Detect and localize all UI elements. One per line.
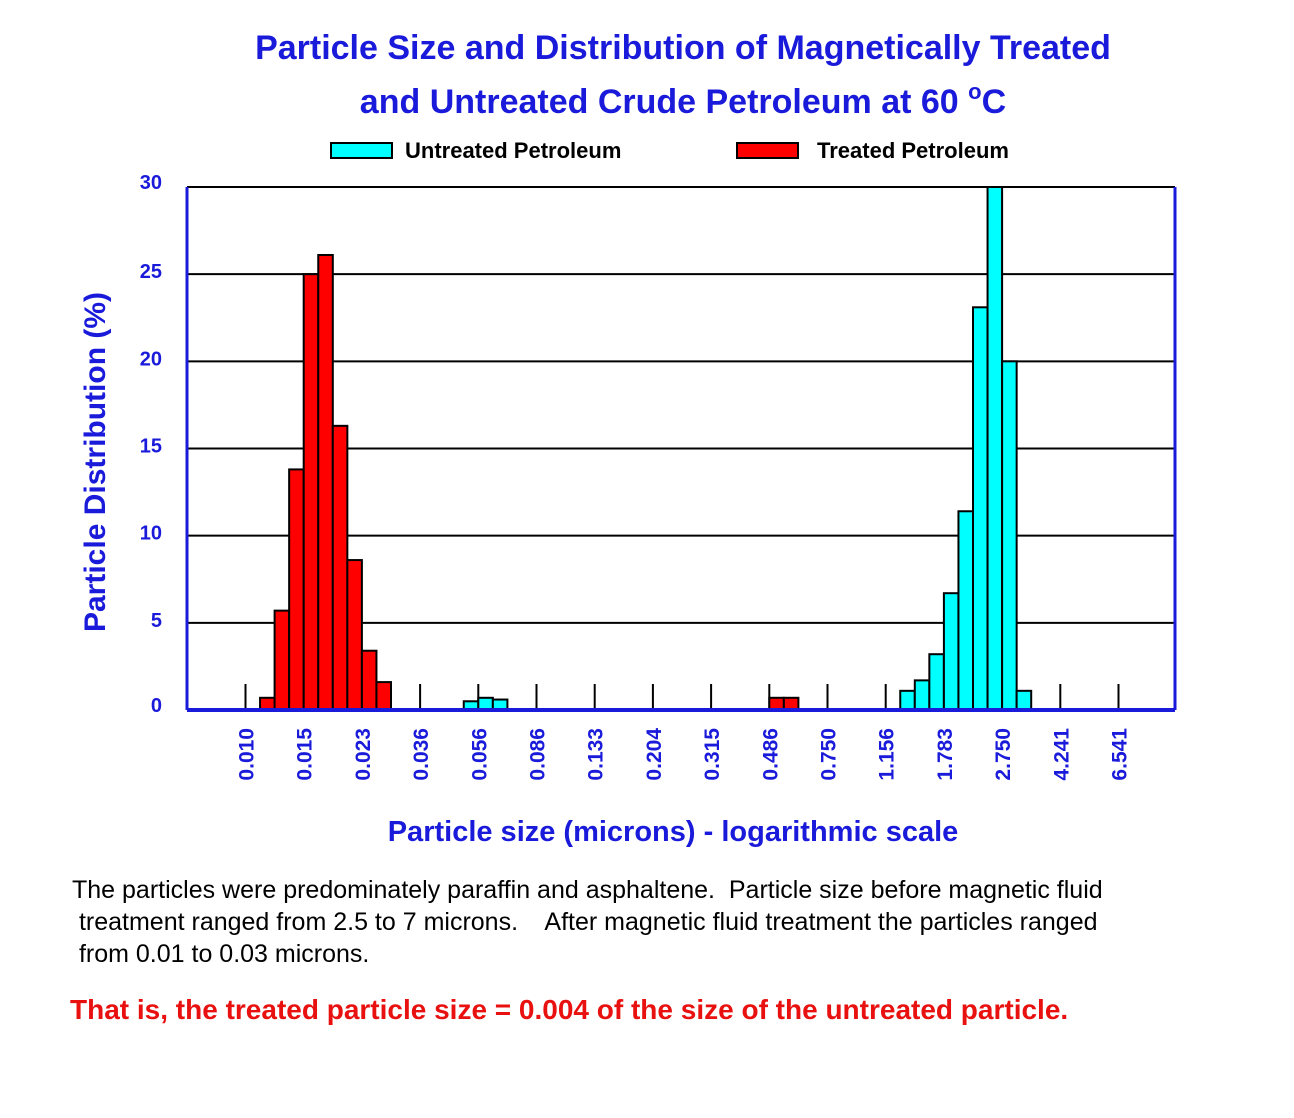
x-tick-label: 0.315 [701,728,724,781]
bar-untreated-petroleum [957,510,975,712]
bar-treated-petroleum [375,681,393,712]
bar-untreated-petroleum [942,592,960,711]
y-tick-label: 20 [140,348,162,370]
y-tick-label: 5 [151,610,162,632]
x-tick-label: 0.750 [818,728,841,781]
x-tick-label: 0.486 [759,728,782,781]
x-tick-label: 0.036 [410,728,433,781]
bar-untreated-petroleum [986,186,1004,711]
y-tick-label: 0 [151,695,162,717]
bar-treated-petroleum [331,424,349,711]
x-axis-label: Particle size (microns) - logarithmic sc… [387,816,959,848]
bar-untreated-petroleum [928,653,945,711]
bar-treated-petroleum [317,253,334,712]
legend-label-treated-petroleum: Treated Petroleum [817,138,1009,163]
y-tick-label: 30 [140,172,162,194]
bars [259,186,1033,712]
legend-swatch-untreated-petroleum [330,142,393,159]
bar-untreated-petroleum [1015,689,1033,711]
chart-title-line-1: Particle Size and Distribution of Magnet… [255,29,1111,67]
caption-line-1: The particles were predominately paraffi… [72,876,1103,904]
y-tick-label: 15 [140,436,162,458]
y-axis-label: Particle Distribution (%) [79,292,112,632]
bar-treated-petroleum [302,273,320,711]
chart-title-text: and Untreated Crude Petroleum at 60 [359,83,969,121]
bar-treated-petroleum [273,609,291,712]
x-tick-label: 0.133 [585,728,608,781]
legend: Untreated Petroleum Treated Petroleum [330,138,1009,163]
bar-untreated-petroleum [1001,360,1018,711]
x-tick-label: 4.241 [1050,728,1073,781]
x-tick-label: 0.204 [643,728,666,781]
x-tick-label: 0.086 [527,728,550,781]
conclusion-text: That is, the treated particle size = 0.0… [70,994,1069,1025]
legend-label-untreated-petroleum: Untreated Petroleum [405,138,621,163]
y-tick-label: 10 [140,523,162,545]
y-tick-label: 25 [140,261,162,283]
x-tick-label: 1.783 [934,728,957,781]
x-tick-label: 1.156 [876,728,899,781]
x-tick-label: 0.010 [236,728,259,781]
bar-treated-petroleum [288,468,305,712]
x-tick-label: 0.015 [294,728,317,781]
bar-treated-petroleum [346,559,363,711]
caption-line-3: from 0.01 to 0.03 microns. [72,940,370,968]
x-tick-label: 6.541 [1109,728,1132,781]
x-tick-label: 0.056 [468,728,491,781]
x-axis-tick-labels: 0.010 0.015 0.023 0.036 0.056 0.086 0.133 0.204… [236,728,1132,781]
bar-untreated-petroleum [913,679,931,712]
x-tick-label: 0.023 [352,728,375,781]
y-axis-tick-labels: 0 5 10 15 20 25 30 [140,172,162,717]
chart-title-line-2: and Untreated Crude Petroleum at 60 oC [0,70,1294,124]
bar-untreated-petroleum [972,306,989,711]
bar-treated-petroleum [360,649,378,712]
degree-symbol: o [968,79,982,104]
plot-frame [185,186,1177,712]
bar-untreated-petroleum [899,689,916,711]
chart: Untreated Petroleum Treated Petroleum 0 5 1… [79,138,1177,781]
caption-line-2: treatment ranged from 2.5 to 7 microns. … [72,908,1098,936]
x-tick-label: 2.750 [992,728,1015,781]
caption: The particles were predominately paraffi… [72,874,1262,970]
legend-swatch-treated-petroleum [736,142,799,159]
chart-title-unit: C [981,83,1007,121]
